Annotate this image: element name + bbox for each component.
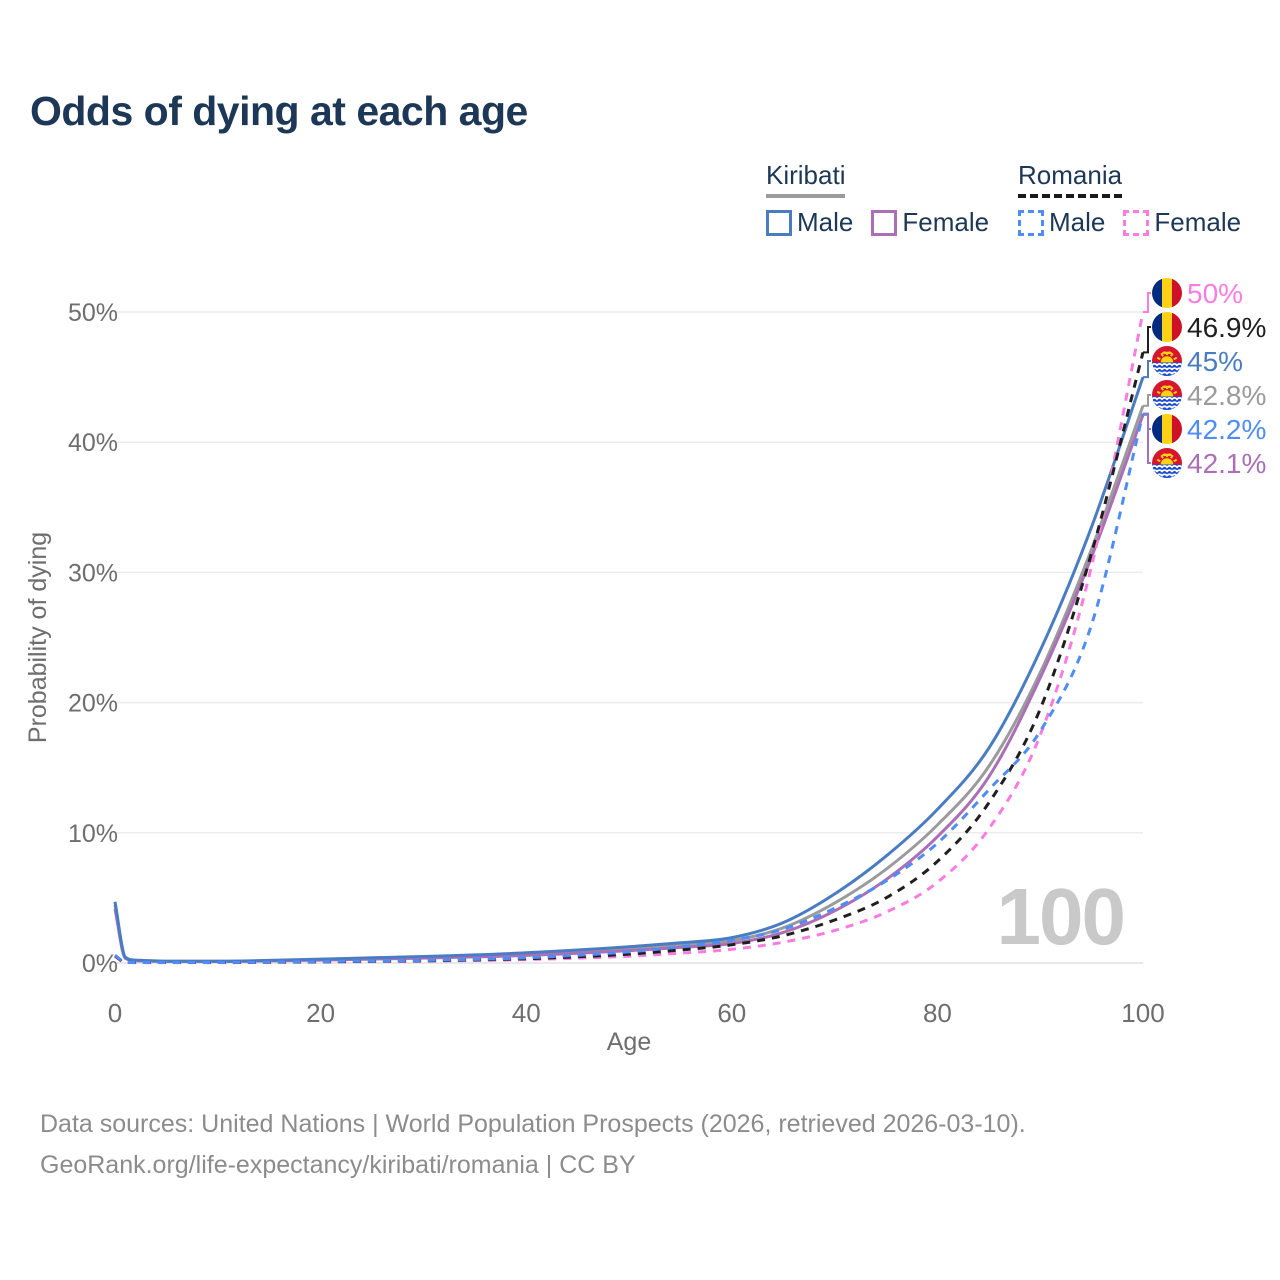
romania-flag-icon (1152, 278, 1182, 308)
legend-label-romania-male[interactable]: Male (1049, 207, 1106, 237)
end-label-value-kiribati-both-sexes: 42.8% (1187, 380, 1266, 411)
legend-group-kiribati: Kiribati Male Female (766, 160, 989, 238)
y-tick-label-10: 10% (68, 820, 118, 848)
end-label-value-romania-female: 50% (1187, 278, 1243, 309)
kiribati-male-checkbox-icon[interactable] (766, 209, 792, 236)
end-label-leader-kiribati-female (1143, 413, 1151, 464)
x-tick-label-60: 60 (717, 998, 746, 1028)
page-title: Odds of dying at each age (30, 88, 528, 134)
romania-male-checkbox-icon[interactable] (1018, 209, 1044, 236)
y-axis-title: Probability of dying (24, 532, 52, 743)
series-line-romania-male[interactable] (114, 413, 1145, 964)
kiribati-female-checkbox-icon[interactable] (871, 209, 898, 236)
end-label-value-kiribati-male: 45% (1187, 346, 1243, 377)
end-label-value-romania-male: 42.2% (1187, 414, 1266, 445)
end-label-value-kiribati-female: 42.1% (1187, 448, 1266, 479)
x-tick-label-40: 40 (512, 998, 541, 1028)
kiribati-flag-icon (1152, 448, 1182, 478)
legend-label-romania-female[interactable]: Female (1154, 207, 1242, 237)
series-line-kiribati-female[interactable] (113, 414, 1145, 963)
romania-female-checkbox-icon[interactable] (1123, 209, 1150, 236)
end-label-leader-romania-female (1143, 292, 1151, 313)
series-line-kiribati-male[interactable] (113, 376, 1145, 963)
series-line-kiribati-both-sexes[interactable] (113, 405, 1145, 963)
source-note: Data sources: United Nations | World Pop… (40, 1104, 1026, 1186)
series-line-romania-female[interactable] (114, 311, 1145, 965)
x-tick-label-0: 0 (108, 998, 122, 1028)
end-label-leader-kiribati-male (1143, 360, 1151, 379)
y-tick-label-20: 20% (68, 690, 118, 718)
x-tick-label-100: 100 (1121, 998, 1164, 1028)
y-tick-label-30: 30% (68, 559, 118, 587)
legend-country-kiribati[interactable]: Kiribati (766, 160, 846, 198)
romania-flag-icon (1152, 312, 1182, 342)
series-line-romania-both-sexes[interactable] (114, 352, 1145, 964)
legend-row-romania: Male Female (1018, 207, 1241, 238)
romania-flag-icon (1152, 414, 1182, 444)
kiribati-flag-icon (1152, 380, 1182, 410)
y-tick-label-40: 40% (68, 429, 118, 457)
legend-group-romania: Romania Male Female (1018, 160, 1241, 238)
source-line-2: GeoRank.org/life-expectancy/kiribati/rom… (40, 1151, 636, 1179)
x-axis-title: Age (607, 1028, 651, 1056)
hover-age-watermark: 100 (997, 872, 1124, 961)
source-line-1: Data sources: United Nations | World Pop… (40, 1110, 1026, 1138)
x-tick-label-20: 20 (306, 998, 335, 1028)
end-label-leader-romania-both-sexes (1143, 326, 1151, 354)
y-tick-label-0: 0% (82, 950, 118, 978)
legend-label-kiribati-female[interactable]: Female (902, 207, 990, 237)
legend-row-kiribati: Male Female (766, 207, 989, 238)
y-tick-label-50: 50% (68, 299, 118, 327)
end-label-value-romania-both-sexes: 46.9% (1187, 312, 1266, 343)
legend-label-kiribati-male[interactable]: Male (797, 207, 854, 237)
x-tick-label-80: 80 (923, 998, 952, 1028)
legend-country-romania[interactable]: Romania (1018, 160, 1123, 198)
kiribati-flag-icon (1152, 346, 1182, 376)
end-label-leader-kiribati-both-sexes (1143, 394, 1151, 407)
